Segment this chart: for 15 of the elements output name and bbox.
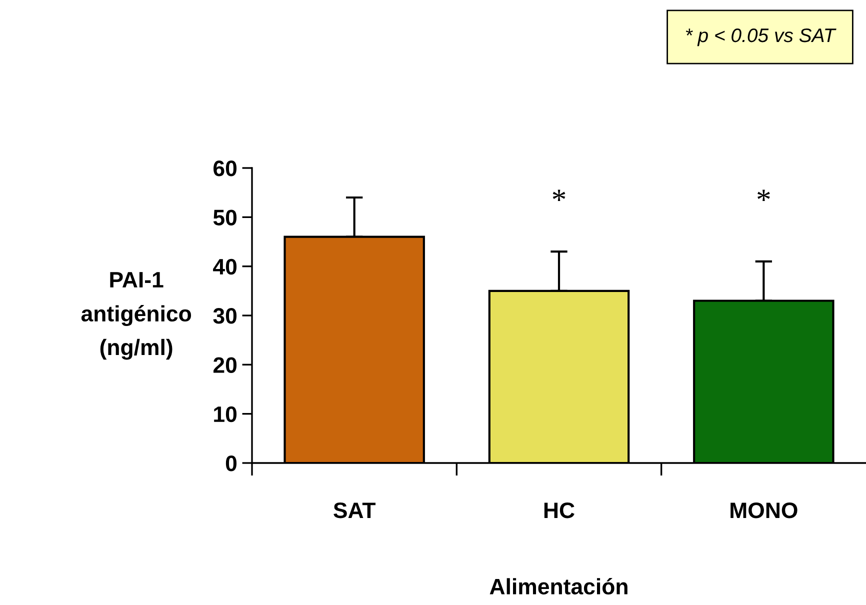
text: * p < 0.05 vs SAT [686,28,836,46]
annotation: * [552,190,566,201]
annotation: * [758,190,770,201]
y-tick-label: 30 [213,308,237,324]
y-tick-label: 0 [226,456,237,472]
y-axis-title: PAI-1 antigénico (ng/ml) [81,272,192,360]
x-tick-label: HC [544,502,574,518]
y-tick-label: 20 [213,357,237,373]
y-tick-label: 10 [214,406,237,422]
x-axis-title: Alimentación [490,578,628,594]
y-tick-label: 40 [213,258,237,275]
y-tick-label: 50 [213,210,237,226]
x-tick-label: MONO [730,502,798,518]
x-tick-label: SAT [334,502,376,518]
y-tick-label: 60 [214,160,237,176]
